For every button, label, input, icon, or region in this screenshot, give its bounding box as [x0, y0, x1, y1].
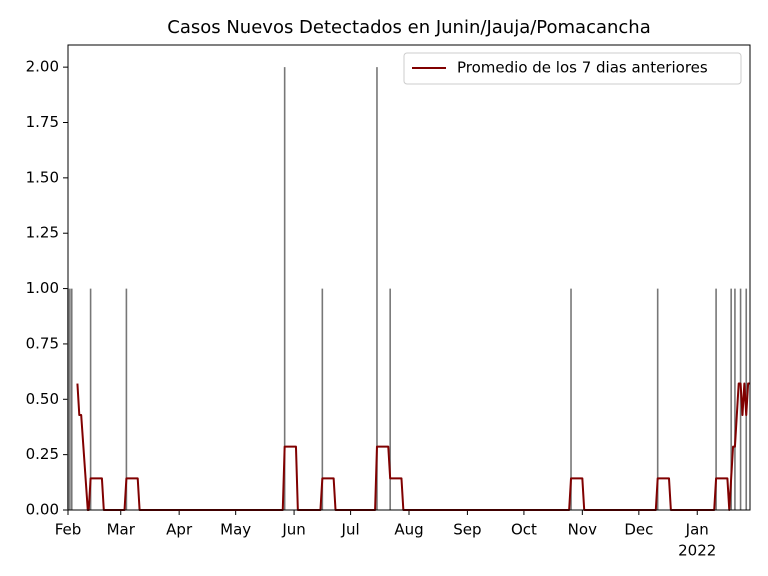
x-tick-label: Apr [166, 521, 193, 539]
y-tick-label: 1.50 [26, 168, 59, 186]
chart-title: Casos Nuevos Detectados en Junin/Jauja/P… [167, 17, 651, 38]
x-tick-label: May [220, 521, 251, 539]
x-tick-label: Jan [685, 521, 709, 539]
line [76, 382, 750, 511]
x-tick-label: Nov [568, 521, 597, 539]
y-tick-label: 1.25 [26, 224, 59, 242]
legend: Promedio de los 7 dias anteriores [403, 52, 742, 85]
x-tick-label: Oct [511, 521, 537, 539]
y-tick-label: 1.00 [26, 279, 59, 297]
y-tick-label: 0.50 [26, 390, 59, 408]
x-tick-label: Jun [281, 521, 305, 539]
y-tick-label: 2.00 [26, 58, 59, 76]
y-tick-label: 0.75 [26, 334, 59, 352]
x-tick-label: Jul [341, 521, 360, 539]
x-tick-label: Dec [624, 521, 653, 539]
y-tick-label: 0.00 [26, 501, 59, 519]
x-tick-label: Feb [55, 521, 82, 539]
plot-frame [67, 44, 751, 511]
x-tick-label: Mar [107, 521, 136, 539]
x-tick-label: Aug [394, 521, 423, 539]
y-tick-label: 1.75 [26, 113, 59, 131]
legend-label: Promedio de los 7 dias anteriores [457, 59, 708, 77]
legend-box [403, 52, 742, 85]
x-tick-label: Sep [453, 521, 481, 539]
y-tick-label: 0.25 [26, 445, 59, 463]
x-year-label: 2022 [678, 542, 716, 560]
